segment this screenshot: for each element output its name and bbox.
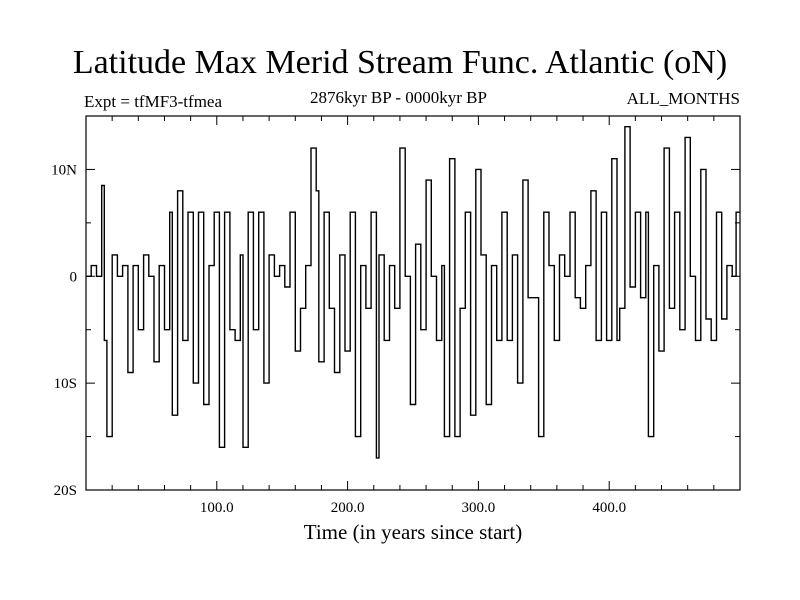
months-label: ALL_MONTHS [626,89,740,108]
series-line [86,126,740,459]
x-tick-label: 100.0 [200,500,234,516]
y-tick-label: 0 [70,269,78,285]
y-tick-label: 20S [54,483,77,499]
y-tick-label: 10N [51,162,77,178]
x-tick-label: 400.0 [592,500,626,516]
x-axis-label: Time (in years since start) [303,520,523,544]
period-label: 2876kyr BP - 0000kyr BP [310,88,487,107]
chart-title: Latitude Max Merid Stream Func. Atlantic… [72,44,728,81]
plot-frame [85,115,741,491]
y-tick-label: 10S [54,376,77,392]
x-tick-label: 200.0 [331,500,365,516]
experiment-label: Expt = tfMF3-tfmea [84,92,223,111]
x-tick-label: 300.0 [462,500,496,516]
